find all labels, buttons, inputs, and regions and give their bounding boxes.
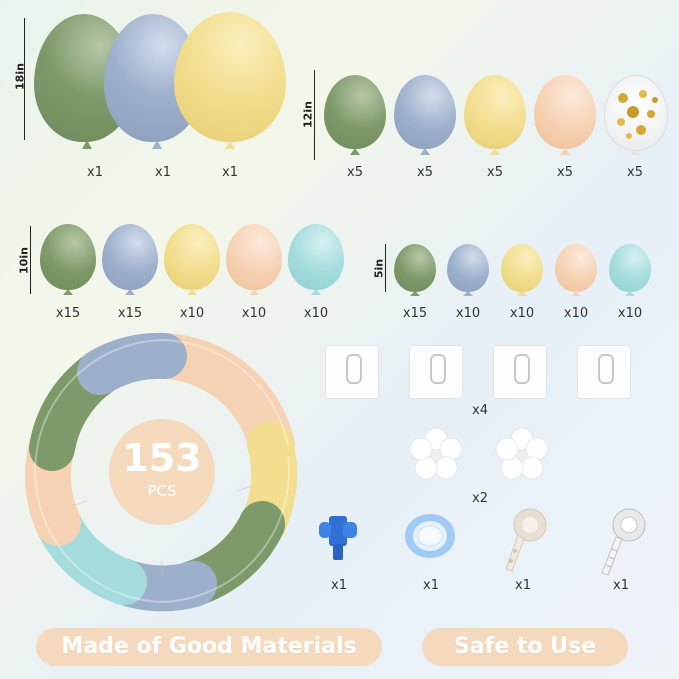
balloon-12in-yellow <box>464 75 526 149</box>
balloon-knot <box>463 291 473 296</box>
qty-clips: x2 <box>472 491 488 506</box>
qty-10in-blue: x15 <box>117 306 143 321</box>
size-label-12in: 12in <box>301 101 315 128</box>
adhesive-hook <box>577 345 631 399</box>
balloon-knot <box>225 140 235 149</box>
adhesive-hook <box>493 345 547 399</box>
adhesive-hook <box>325 345 379 399</box>
flower-clip <box>492 425 552 485</box>
qty-glue-dots: x1 <box>515 578 531 593</box>
balloon-12in-peach <box>534 75 596 149</box>
balloon-wreath: 153 PCS <box>12 326 312 616</box>
qty-tying-tool: x1 <box>331 578 347 593</box>
balloon-10in-blue <box>102 224 158 290</box>
balloon-10in-yellow <box>164 224 220 290</box>
balloon-knot <box>82 140 92 149</box>
balloon-knot <box>125 289 135 295</box>
balloon-knot <box>490 148 500 155</box>
balloon-10in-peach <box>226 224 282 290</box>
balloon-5in-blue <box>447 244 489 292</box>
balloon-12in-gold-confetti <box>604 75 668 151</box>
qty-5in-blue: x10 <box>455 306 481 321</box>
balloon-10in-sage <box>40 224 96 290</box>
balloon-knot <box>517 291 527 296</box>
qty-12in-peach: x5 <box>557 165 573 180</box>
qty-ribbon: x1 <box>423 578 439 593</box>
balloon-12in-blue <box>394 75 456 149</box>
balloon-knot <box>630 148 640 155</box>
ribbon-roll <box>402 512 458 562</box>
balloon-5in-sage <box>394 244 436 292</box>
qty-12in-blue: x5 <box>417 165 433 180</box>
qty-10in-teal: x10 <box>303 306 329 321</box>
wreath-unit: PCS <box>147 482 177 500</box>
qty-5in-peach: x10 <box>563 306 589 321</box>
balloon-knot <box>249 289 259 295</box>
balloon-12in-sage <box>324 75 386 149</box>
balloon-10in-teal <box>288 224 344 290</box>
balloon-knot <box>571 291 581 296</box>
adhesive-hook <box>409 345 463 399</box>
balloon-knot <box>63 289 73 295</box>
balloon-5in-yellow <box>501 244 543 292</box>
wreath-count-circle <box>109 419 215 525</box>
glue-dots-roll <box>500 505 548 575</box>
wreath-count: 153 <box>122 436 202 480</box>
balloon-knot <box>152 140 162 149</box>
balloon-knot <box>350 148 360 155</box>
qty-10in-yellow: x10 <box>179 306 205 321</box>
balloon-knot <box>420 148 430 155</box>
qty-5in-yellow: x10 <box>509 306 535 321</box>
balloon-knot <box>625 291 635 296</box>
balloon-knot <box>311 289 321 295</box>
qty-10in-sage: x15 <box>55 306 81 321</box>
balloon-18in-yellow <box>174 12 286 142</box>
qty-18in-sage: x1 <box>87 165 103 180</box>
arch-strip-roll <box>596 505 648 577</box>
qty-18in-yellow: x1 <box>222 165 238 180</box>
balloon-5in-teal <box>609 244 651 292</box>
qty-12in-sage: x5 <box>347 165 363 180</box>
qty-18in-blue: x1 <box>155 165 171 180</box>
qty-12in-confetti: x5 <box>627 165 643 180</box>
qty-5in-teal: x10 <box>617 306 643 321</box>
qty-12in-yellow: x5 <box>487 165 503 180</box>
size-label-10in: 10in <box>17 247 31 274</box>
qty-arch-strip: x1 <box>613 578 629 593</box>
size-label-5in: 5in <box>372 258 386 279</box>
qty-5in-sage: x15 <box>402 306 428 321</box>
flower-clip <box>406 425 466 485</box>
balloon-tying-tool <box>313 512 363 564</box>
qty-10in-peach: x10 <box>241 306 267 321</box>
balloon-knot <box>410 291 420 296</box>
balloon-knot <box>560 148 570 155</box>
balloon-5in-peach <box>555 244 597 292</box>
badge-safe-to-use: Safe to Use <box>422 628 628 666</box>
qty-hooks: x4 <box>472 403 488 418</box>
balloon-knot <box>187 289 197 295</box>
badge-good-materials: Made of Good Materials <box>36 628 382 666</box>
size-label-18in: 18in <box>13 63 27 90</box>
